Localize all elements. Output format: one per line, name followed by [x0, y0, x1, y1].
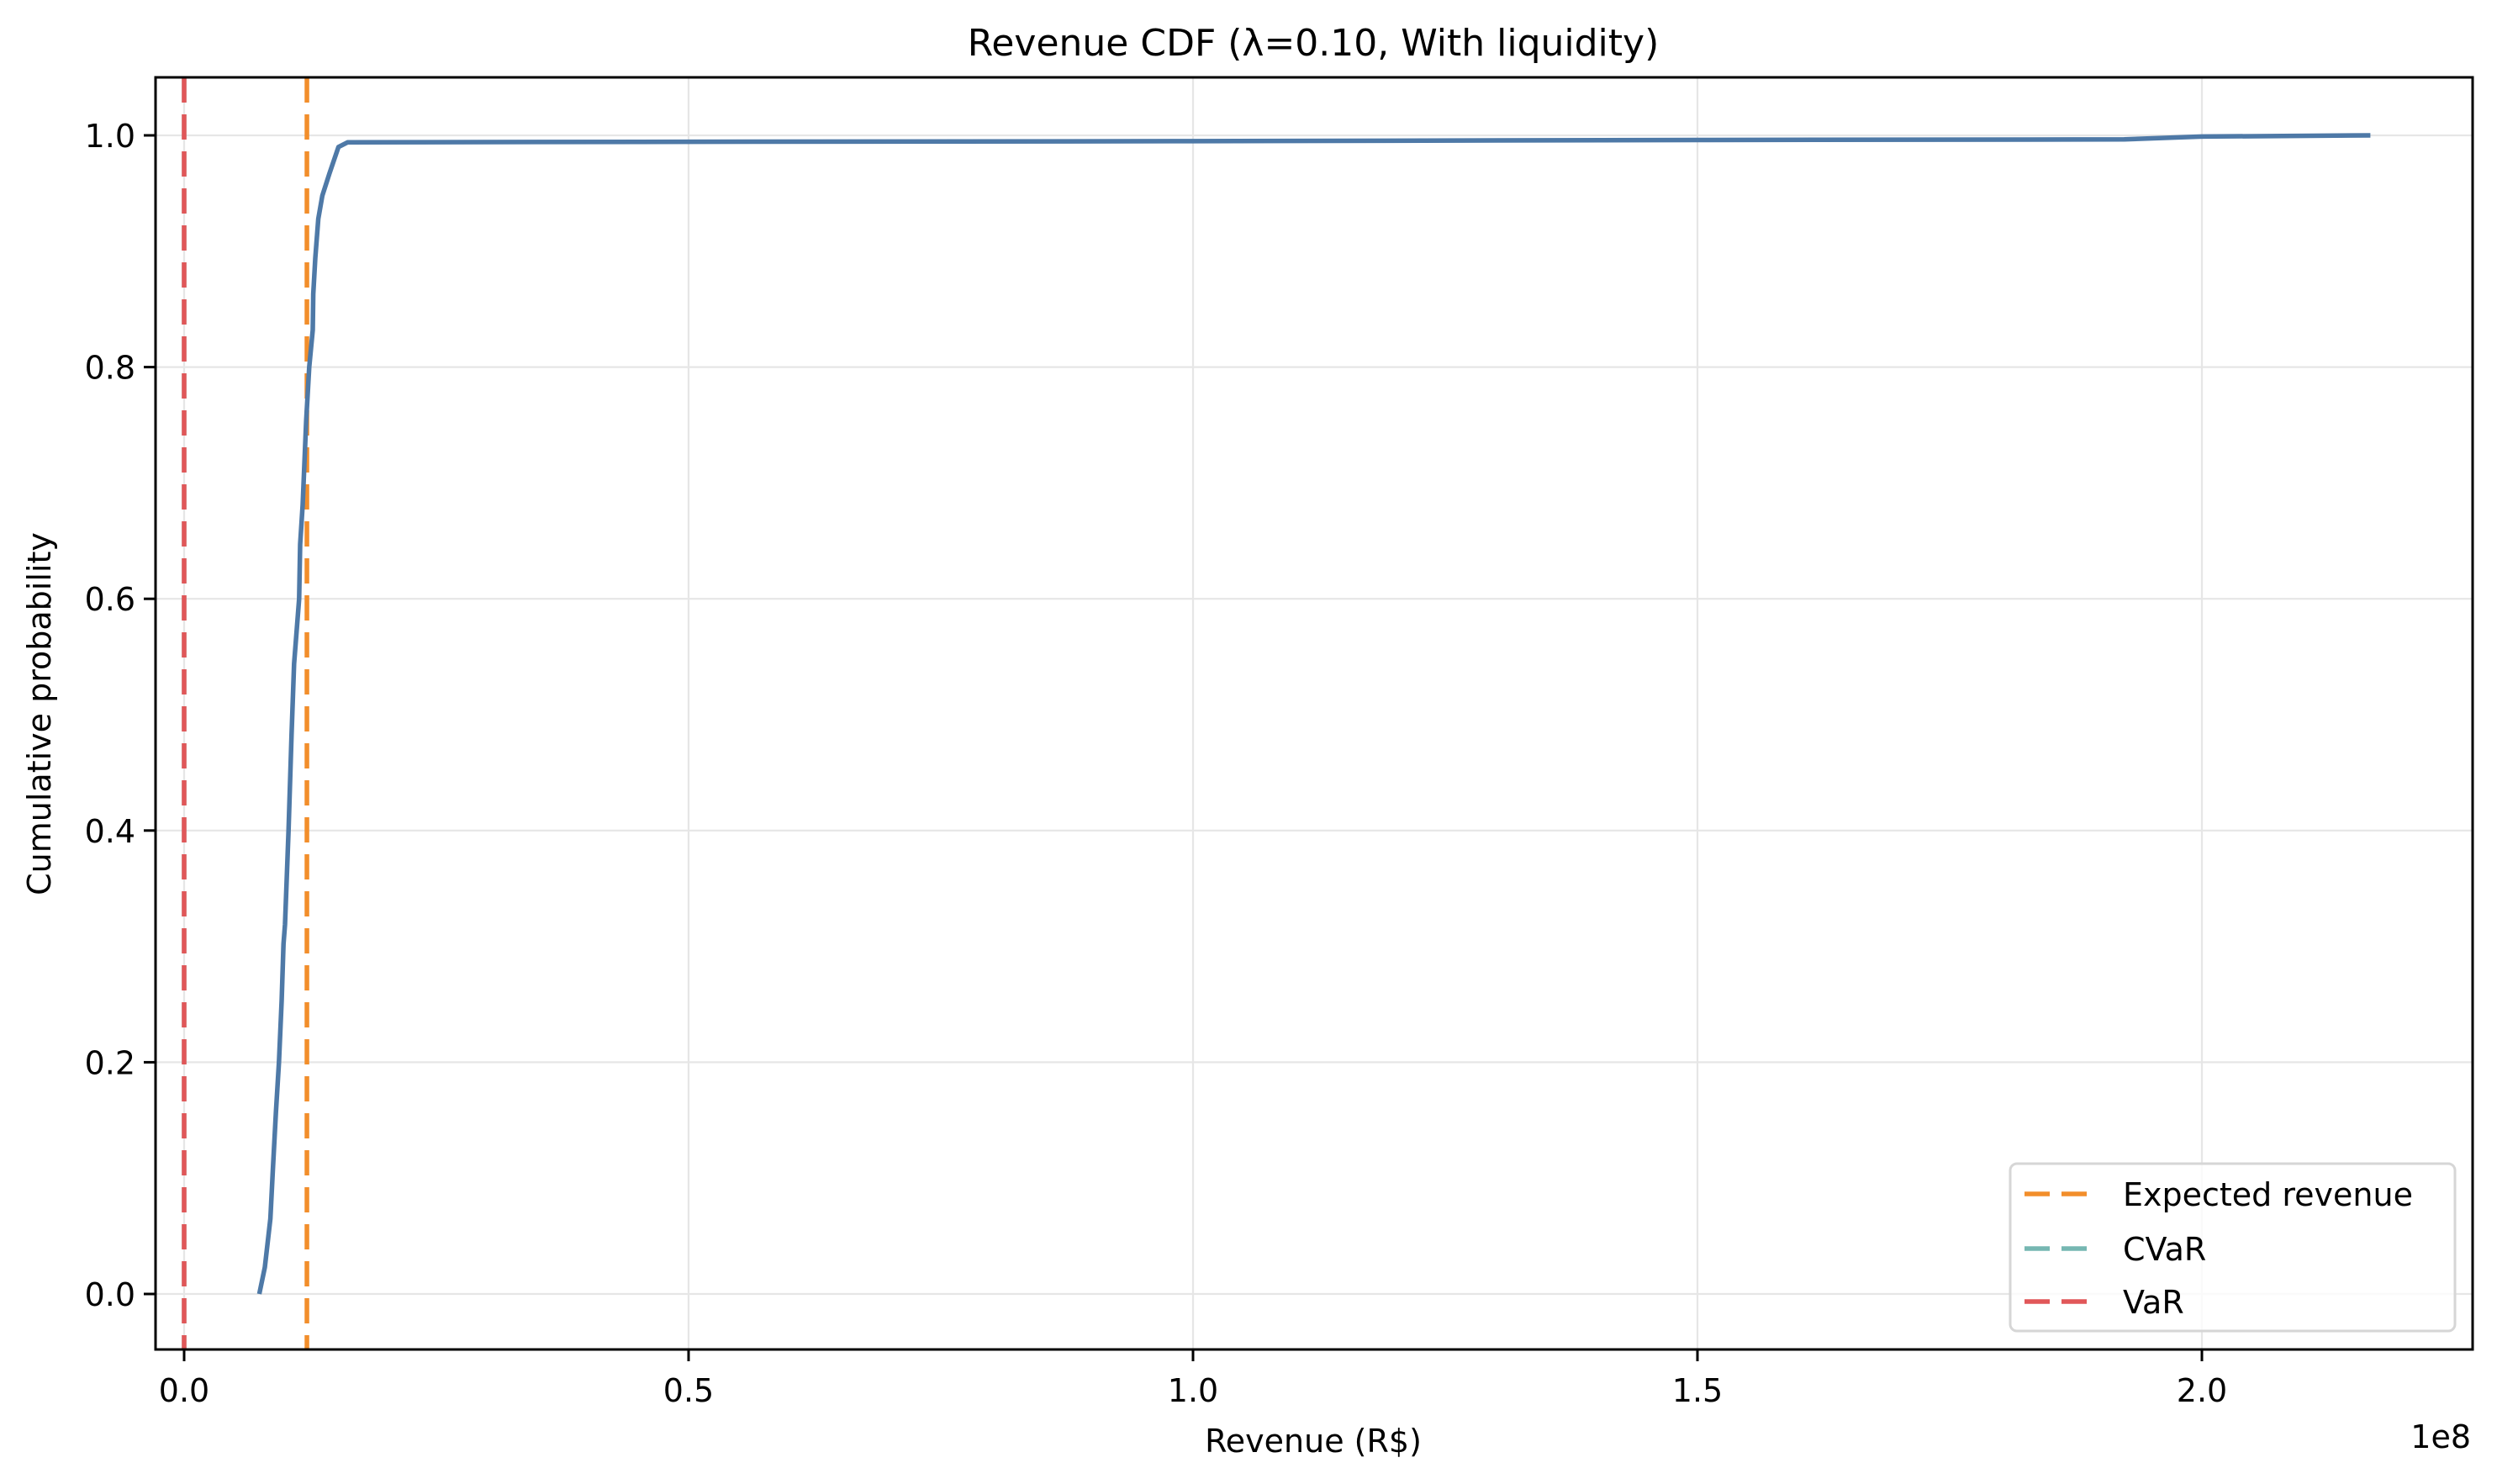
legend-item-var: VaR	[2025, 1284, 2184, 1321]
y-tick-label: 0.8	[85, 350, 135, 387]
legend-box	[2009, 1162, 2457, 1333]
y-gridlines	[156, 134, 2473, 1296]
y-tick-label: 1.0	[85, 118, 135, 155]
legend-item-expected-revenue: Expected revenue	[2025, 1176, 2413, 1213]
legend-label-expected-revenue: Expected revenue	[2123, 1176, 2413, 1213]
x-axis-label: Revenue (R$)	[1205, 1423, 1422, 1460]
plot-background	[156, 77, 2473, 1349]
x-axis-offset-text: 1e8	[2410, 1418, 2471, 1455]
x-tick-label: 0.0	[159, 1372, 209, 1409]
legend: Expected revenue CVaR VaR	[2009, 1162, 2457, 1333]
y-axis-label: Cumulative probability	[21, 532, 58, 895]
x-axis-ticks: 0.0 0.5 1.0 1.5 2.0	[159, 1349, 2227, 1409]
plot-area	[156, 77, 2473, 1349]
x-tick-label: 2.0	[2177, 1372, 2227, 1409]
x-tick-label: 0.5	[663, 1372, 714, 1409]
y-tick-label: 0.6	[85, 581, 135, 618]
legend-label-var: VaR	[2123, 1284, 2184, 1321]
x-tick-label: 1.0	[1168, 1372, 1218, 1409]
y-axis-ticks: 0.0 0.2 0.4 0.6 0.8 1.0	[85, 118, 156, 1313]
y-tick-label: 0.0	[85, 1276, 135, 1313]
x-tick-label: 1.5	[1672, 1372, 1723, 1409]
axes-frame	[154, 76, 2474, 1351]
y-tick-label: 0.4	[85, 813, 135, 850]
cdf-curve	[256, 133, 2371, 1295]
y-tick-label: 0.2	[85, 1044, 135, 1081]
legend-item-cvar: CVaR	[2025, 1231, 2206, 1268]
chart-title: Revenue CDF (λ=0.10, With liquidity)	[968, 22, 1660, 65]
legend-label-cvar: CVaR	[2123, 1231, 2206, 1268]
reference-lines	[182, 77, 309, 1349]
